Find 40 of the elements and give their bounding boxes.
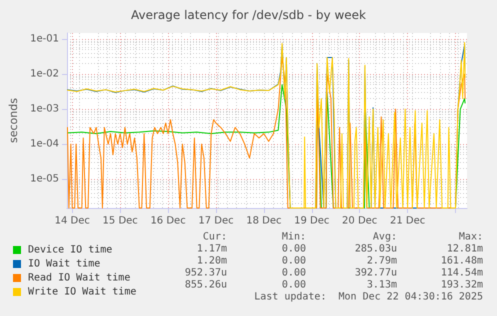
text: 12.81m [446, 244, 483, 254]
text: Last update: Mon Dec 22 04:30:16 2025 [254, 292, 483, 302]
chart-title: Average latency for /dev/sdb - by week [131, 8, 366, 22]
y-tick-label: 1e-02 [30, 68, 59, 80]
text: 0.00 [282, 256, 306, 266]
text: Avg: [372, 232, 397, 242]
text: 952.37u [184, 268, 227, 278]
text: 0.00 [282, 268, 306, 278]
x-tick-label: 16 Dec [150, 216, 186, 226]
y-tick-label: 1e-03 [30, 104, 59, 115]
x-tick-label: 18 Dec [246, 216, 282, 226]
y-tick-label: 1e-01 [30, 34, 59, 45]
text: 114.54m [440, 268, 483, 278]
x-tick-label: 14 Dec [54, 216, 90, 226]
text: 161.48m [440, 256, 483, 266]
text: 3.13m [366, 280, 397, 290]
y-axis-title: seconds [7, 98, 20, 143]
text: Cur: [202, 232, 227, 242]
y-tick-label: 1e-05 [30, 174, 59, 185]
x-tick-label: 15 Dec [102, 216, 138, 226]
x-tick-label: 17 Dec [198, 216, 234, 226]
legend-label: Device IO time [28, 244, 112, 256]
text: 855.26u [184, 280, 227, 290]
text: 392.77u [354, 268, 397, 278]
text: Min: [282, 232, 306, 242]
text: Max: [458, 232, 483, 242]
text: 1.20m [196, 256, 227, 266]
text: 1.17m [196, 244, 227, 254]
x-tick-label: 21 Dec [390, 216, 426, 226]
legend-label: IO Wait time [28, 258, 100, 270]
x-tick-label: 19 Dec [294, 216, 330, 226]
text: 0.00 [282, 244, 306, 254]
text: 193.32m [440, 280, 483, 290]
text: 0.00 [282, 280, 306, 290]
legend-label: Read IO Wait time [28, 272, 130, 284]
text: 2.79m [366, 256, 397, 266]
y-tick-label: 1e-04 [30, 138, 59, 150]
legend-label: Write IO Wait time [28, 286, 136, 298]
x-tick-label: 20 Dec [342, 216, 378, 226]
text: 285.03u [354, 244, 397, 254]
